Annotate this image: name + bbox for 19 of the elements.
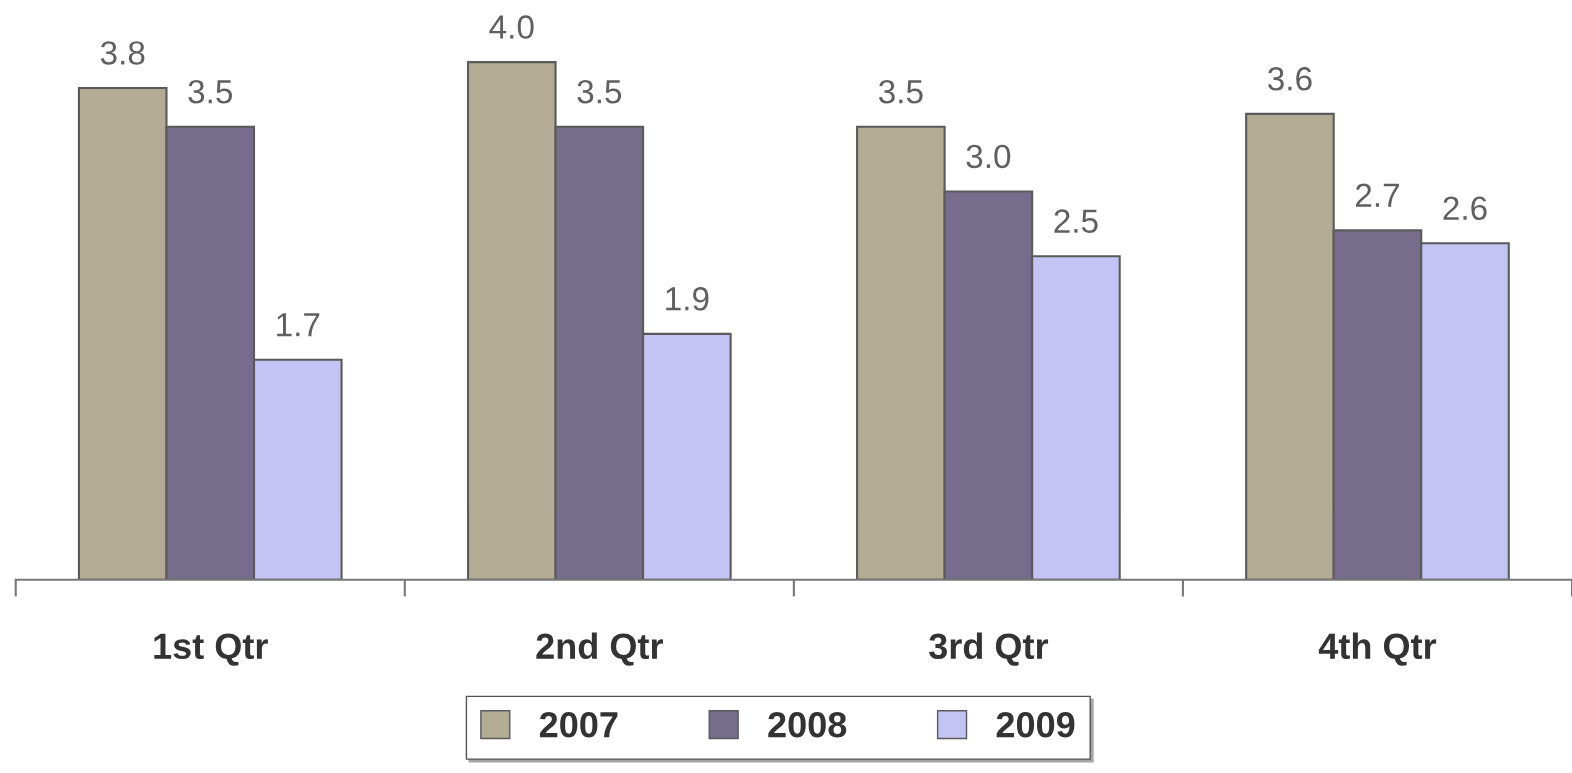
data-label: 2.7: [1355, 183, 1399, 207]
data-label: 3.6: [1268, 67, 1312, 91]
x-tick-label: 1st Qtr: [154, 633, 268, 666]
x-tick-label: 2nd Qtr: [536, 632, 663, 666]
data-label: 3.5: [577, 79, 622, 104]
data-label: 2.6: [1443, 196, 1487, 221]
data-label: 1.9: [666, 287, 709, 311]
legend-label: 2007: [539, 711, 618, 738]
data-label: 1.7: [277, 313, 320, 337]
data-label: 3.5: [188, 79, 233, 104]
data-label: 2.5: [1054, 209, 1098, 233]
x-tick-label: 4th Qtr: [1318, 632, 1437, 666]
legend-label: 2009: [996, 711, 1075, 738]
data-label: 3.0: [966, 144, 1011, 169]
x-tick-label: 3rd Qtr: [929, 632, 1049, 666]
legend-label: 2008: [768, 711, 847, 738]
data-label: 3.5: [878, 79, 923, 104]
data-label: 4.0: [489, 15, 534, 39]
data-label: 3.8: [100, 41, 145, 65]
